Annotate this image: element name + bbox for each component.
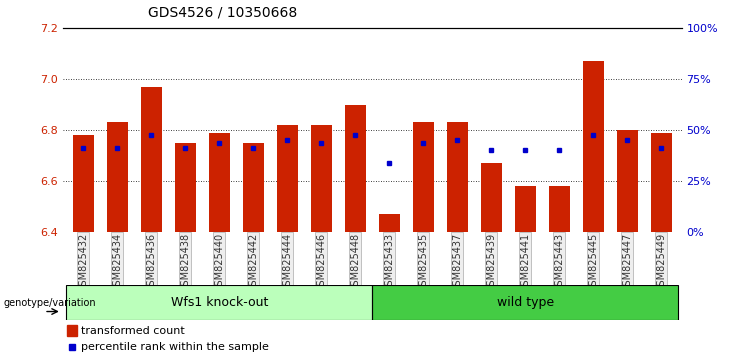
Text: GSM825445: GSM825445 [588, 233, 598, 292]
Bar [617, 130, 637, 232]
Bar [379, 214, 399, 232]
Text: GSM825437: GSM825437 [452, 233, 462, 292]
Bar [583, 61, 603, 232]
Text: GSM825446: GSM825446 [316, 233, 326, 292]
Text: Wfs1 knock-out: Wfs1 knock-out [170, 296, 268, 309]
Text: transformed count: transformed count [81, 326, 185, 336]
Text: GSM825436: GSM825436 [147, 233, 156, 292]
Text: GSM825435: GSM825435 [419, 233, 428, 292]
Bar [142, 87, 162, 232]
Text: GSM825441: GSM825441 [520, 233, 531, 292]
Text: GSM825438: GSM825438 [180, 233, 190, 292]
Bar [209, 133, 230, 232]
Text: GSM825442: GSM825442 [248, 233, 259, 292]
Text: GSM825434: GSM825434 [113, 233, 122, 292]
Bar [107, 122, 127, 232]
Bar [413, 122, 433, 232]
Text: genotype/variation: genotype/variation [4, 298, 96, 308]
Bar [73, 135, 93, 232]
Text: GDS4526 / 10350668: GDS4526 / 10350668 [148, 5, 297, 19]
Text: GSM825449: GSM825449 [657, 233, 666, 292]
Bar [67, 285, 372, 320]
Bar [515, 186, 536, 232]
Bar [243, 143, 264, 232]
Text: GSM825443: GSM825443 [554, 233, 565, 292]
Text: GSM825432: GSM825432 [79, 233, 88, 292]
Bar [311, 125, 331, 232]
Bar [549, 186, 570, 232]
Bar [175, 143, 196, 232]
Text: GSM825447: GSM825447 [622, 233, 632, 292]
Text: GSM825439: GSM825439 [486, 233, 496, 292]
Bar [372, 285, 678, 320]
Bar [447, 122, 468, 232]
Text: percentile rank within the sample: percentile rank within the sample [81, 342, 269, 352]
Bar [277, 125, 298, 232]
Bar [481, 163, 502, 232]
Bar [67, 285, 372, 320]
Text: GSM825444: GSM825444 [282, 233, 293, 292]
Text: GSM825448: GSM825448 [350, 233, 360, 292]
Bar [345, 105, 365, 232]
Bar [651, 133, 671, 232]
Text: GSM825433: GSM825433 [385, 233, 394, 292]
Bar [67, 325, 77, 336]
Bar [372, 285, 678, 320]
Text: wild type: wild type [496, 296, 554, 309]
Text: GSM825440: GSM825440 [214, 233, 225, 292]
